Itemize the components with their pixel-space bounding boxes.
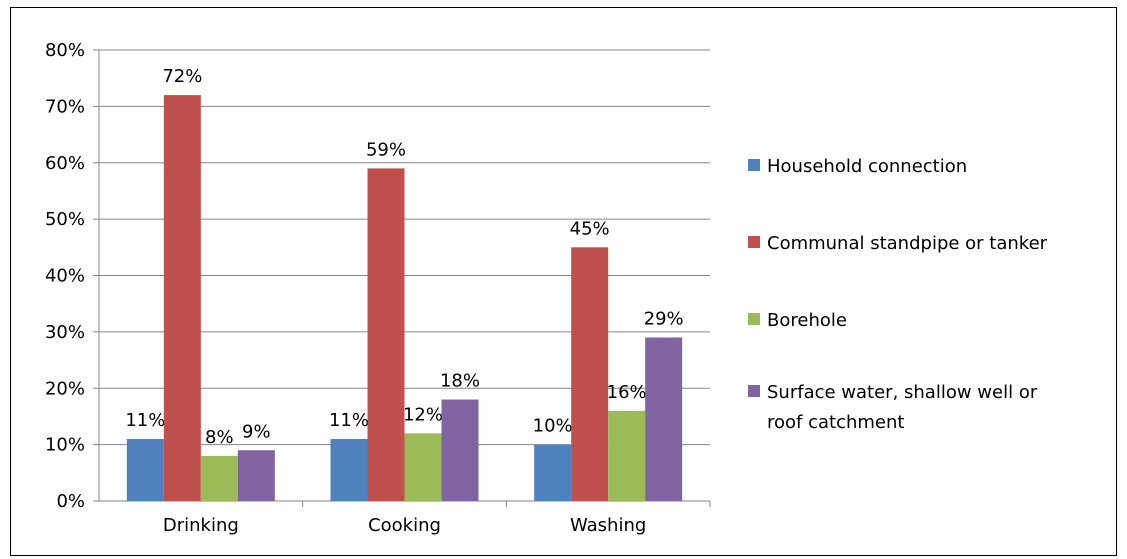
y-tick-label: 0% [56,491,85,512]
y-tick-label: 80% [45,40,85,61]
bar [404,433,442,501]
x-tick-label: Washing [570,515,646,536]
y-tick-label: 50% [45,209,85,230]
bar [571,247,609,501]
bar [608,410,646,501]
legend-label: Borehole [767,310,847,331]
data-label: 9% [242,421,271,442]
data-label: 72% [162,66,202,87]
legend-swatch [748,159,760,171]
x-tick-label: Drinking [163,515,239,536]
y-tick-label: 30% [45,322,85,343]
x-tick-label: Cooking [368,515,441,536]
bar [441,399,479,501]
legend-swatch [748,236,760,248]
bar [645,337,683,501]
bar [163,95,201,501]
data-label: 8% [205,427,234,448]
data-label: 11% [125,410,165,431]
legend-label: Communal standpipe or tanker [767,233,1048,254]
data-label: 16% [607,382,647,403]
bar [200,455,238,501]
data-label: 45% [570,218,610,239]
legend-label: roof catchment [767,412,904,433]
legend-label: Household connection [767,156,967,177]
bar [367,168,405,501]
legend-label: Surface water, shallow well or [767,382,1038,403]
data-label: 11% [329,410,369,431]
y-tick-label: 10% [45,435,85,456]
y-tick-label: 20% [45,378,85,399]
data-label: 59% [366,139,406,160]
y-tick-label: 60% [45,153,85,174]
legend-swatch [748,385,760,397]
legend-swatch [748,313,760,325]
data-label: 10% [533,416,573,437]
y-tick-label: 70% [45,96,85,117]
data-label: 12% [403,404,443,425]
bar [330,438,368,501]
y-tick-label: 40% [45,266,85,287]
bar [126,438,164,501]
bar [534,444,572,501]
bar [237,450,275,501]
data-label: 18% [440,371,480,392]
data-label: 29% [644,309,684,330]
